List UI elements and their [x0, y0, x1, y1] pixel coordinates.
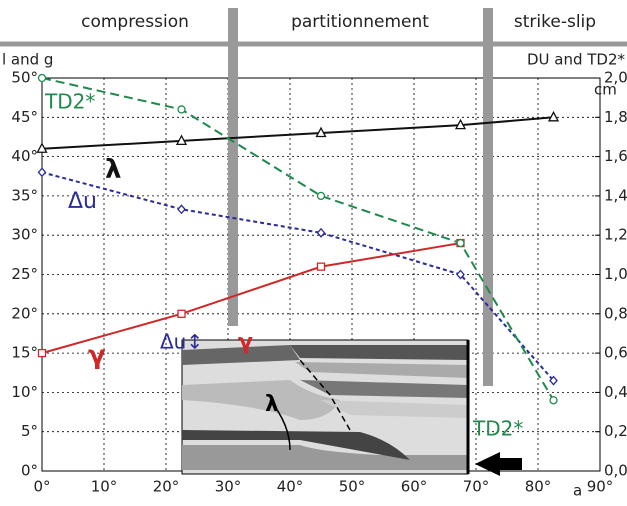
point: [178, 106, 185, 113]
band-label: compression: [81, 12, 189, 32]
x-unit: a: [573, 482, 582, 500]
y-tick-label: 5°: [21, 422, 38, 440]
chart: compression partitionnement strike-slip …: [0, 0, 627, 506]
inset-label: γ: [238, 330, 253, 355]
band-label: partitionnement: [291, 12, 429, 32]
x-tick-label: 0°: [33, 478, 50, 496]
x-tick-label: 10°: [91, 478, 118, 496]
point: [178, 310, 185, 317]
x-tick-label: 60°: [401, 478, 428, 496]
x-tick-label: 80°: [525, 478, 552, 496]
y-tick-label: 40°: [11, 147, 38, 165]
inset-label: λ: [265, 392, 279, 417]
band-divider: [228, 8, 238, 326]
y-axis-label: l and g: [2, 51, 53, 69]
band-divider: [483, 8, 493, 386]
y-tick-label: 35°: [11, 186, 38, 204]
point: [39, 75, 46, 82]
y2-tick-label: 1,2: [604, 226, 627, 244]
point: [39, 350, 46, 357]
y2-axis-label: DU and TD2*: [527, 51, 626, 69]
inset-label: TD2*: [472, 417, 523, 441]
y-tick-label: 10°: [11, 383, 38, 401]
x-tick-label: 90°: [587, 478, 614, 496]
y2-tick-label: 0,4: [604, 383, 627, 401]
y2-tick-label: 2,0: [604, 69, 627, 87]
y2-tick-label: 0,2: [604, 422, 627, 440]
y-tick-label: 25°: [11, 265, 38, 283]
y-tick-label: 50°: [11, 69, 38, 87]
y2-tick-label: 0,6: [604, 344, 627, 362]
y2-tick-label: 1,6: [604, 147, 627, 165]
y-tick-label: 20°: [11, 304, 38, 322]
y-tick-label: 30°: [11, 226, 38, 244]
x-tick-label: 20°: [153, 478, 180, 496]
series-label: γ: [88, 341, 106, 371]
series-label: Δu: [68, 189, 97, 214]
y-tick-label: 15°: [11, 344, 38, 362]
y2-tick-label: 0,8: [604, 304, 627, 322]
series-label: TD2*: [44, 90, 95, 114]
inset-label: Δu↕: [160, 330, 203, 354]
x-tick-label: 30°: [215, 478, 242, 496]
y2-tick-label: 1,0: [604, 265, 627, 283]
band-label: strike-slip: [514, 12, 596, 32]
point: [318, 263, 325, 270]
point: [550, 397, 557, 404]
x-tick-label: 70°: [463, 478, 490, 496]
point: [318, 192, 325, 199]
series-label: λ: [105, 155, 121, 185]
point: [457, 240, 464, 247]
x-tick-label: 50°: [339, 478, 366, 496]
x-tick-label: 40°: [277, 478, 304, 496]
y2-tick-label: 1,4: [604, 186, 627, 204]
y2-tick-label: 1,8: [604, 108, 627, 126]
y-tick-label: 45°: [11, 108, 38, 126]
